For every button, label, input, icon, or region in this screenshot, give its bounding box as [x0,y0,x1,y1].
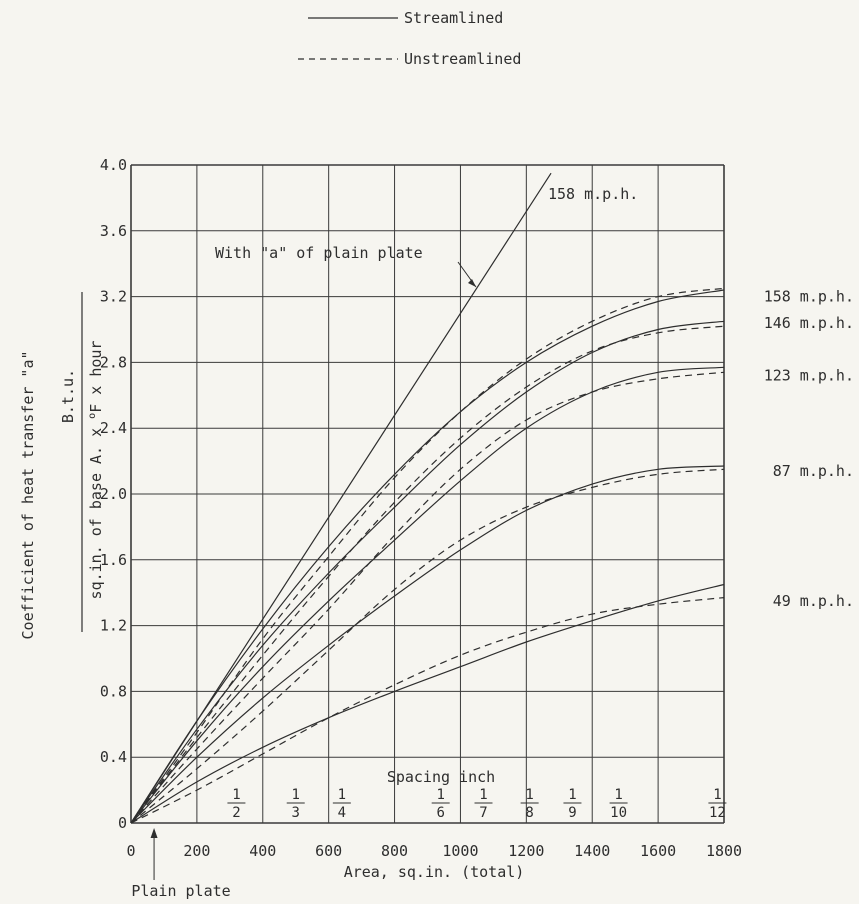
x-tick-label: 200 [183,842,210,860]
plain-plate-arrowhead [150,828,158,838]
spacing-title: Spacing inch [387,768,495,786]
y-axis-title-denominator: sq.in. of base A. x oF x hour [87,341,105,600]
series-line-158-m-p-h-dashed [130,287,725,824]
spacing-denominator: 6 [436,805,444,821]
spacing-mark: 12 [227,787,246,821]
y-tick-label: 1.2 [100,617,127,635]
y-tick-label: 2.8 [100,353,127,371]
plain-plate-annotation: Plain plate [131,882,230,900]
curve-label: 49 m.p.h. [773,592,854,610]
y-denom-degree: o [87,413,98,419]
series-line-158-m-p-h-solid [130,289,725,824]
x-tick-label: 1000 [442,842,478,860]
spacing-denominator: 7 [479,805,487,821]
spacing-mark: 19 [563,787,582,821]
series-lines [130,287,725,824]
callout-arrowhead [468,279,476,287]
y-tick-label: 0.4 [100,748,127,766]
spacing-denominator: 3 [292,805,300,821]
x-axis-title: Area, sq.in. (total) [344,863,525,881]
spacing-mark: 14 [332,787,351,821]
spacing-denominator: 10 [610,805,627,821]
curve-label: 87 m.p.h. [773,462,854,480]
spacing-denominator: 4 [338,805,346,821]
curve-label: 158 m.p.h. [764,288,854,306]
spacing-mark: 16 [431,787,450,821]
x-tick-label: 400 [249,842,276,860]
spacing-numerator: 1 [525,787,533,803]
y-tick-label: 4.0 [100,156,127,174]
series-line-146-m-p-h-dashed [130,325,725,824]
spacing-mark: 13 [286,787,305,821]
series-line-49-m-p-h-dashed [130,597,725,824]
x-tick-label: 0 [126,842,135,860]
y-tick-label: 3.2 [100,288,127,306]
plain-plate-group: 158 m.p.h. With "a" of plain plate Plain p… [130,172,638,900]
y-axis-title-top: Coefficient of heat transfer "a" [19,351,37,640]
series-line-123-m-p-h-solid [130,366,725,824]
spacing-mark: 17 [474,787,493,821]
spacing-numerator: 1 [436,787,444,803]
y-tick-label: 0.8 [100,682,127,700]
spacing-mark: 110 [609,787,628,821]
spacing-mark: 18 [520,787,539,821]
y-tick-labels: 0 0.4 0.8 1.2 1.6 2.0 2.4 2.8 3.2 3.6 4.0 [100,156,127,832]
series-line-87-m-p-h-dashed [130,468,725,824]
spacing-denominator: 2 [232,805,240,821]
x-tick-label: 1200 [508,842,544,860]
spacing-mark: 112 [708,787,727,821]
x-tick-labels: 0 200 400 600 800 1000 1200 1400 1600 1800 [126,842,742,860]
legend-label-unstreamlined: Unstreamlined [404,50,521,68]
y-tick-label: 3.6 [100,222,127,240]
plain-plate-line [130,172,552,824]
spacing-numerator: 1 [568,787,576,803]
y-axis-title-numerator: B.t.u. [59,369,77,423]
x-tick-label: 1600 [640,842,676,860]
legend: Streamlined Unstreamlined [298,9,521,68]
x-tick-label: 1800 [706,842,742,860]
spacing-numerator: 1 [338,787,346,803]
spacing-numerator: 1 [614,787,622,803]
x-tick-label: 1400 [574,842,610,860]
spacing-numerator: 1 [232,787,240,803]
series-line-87-m-p-h-solid [130,465,725,824]
y-axis-title: Coefficient of heat transfer "a" B.t.u. … [19,292,105,639]
grid [130,164,725,824]
y-tick-label: 2.0 [100,485,127,503]
spacing-numerator: 1 [292,787,300,803]
curve-label: 123 m.p.h. [764,367,854,385]
spacing-numerator: 1 [713,787,721,803]
series-line-123-m-p-h-dashed [130,371,725,824]
spacing-numerator: 1 [479,787,487,803]
plain-plate-speed-label: 158 m.p.h. [548,185,638,203]
x-tick-label: 800 [381,842,408,860]
x-tick-label: 600 [315,842,342,860]
spacing-denominator: 9 [568,805,576,821]
y-denom-prefix: sq.in. of base A. x [87,419,105,600]
curve-label: 146 m.p.h. [764,314,854,332]
y-denom-suffix: F x hour [87,341,105,413]
curve-labels: 158 m.p.h. 146 m.p.h. 123 m.p.h. 87 m.p.h. 4… [764,288,854,610]
plain-plate-callout: With "a" of plain plate [215,244,423,262]
y-tick-label: 1.6 [100,551,127,569]
y-tick-label: 0 [118,814,127,832]
spacing-denominator: 8 [525,805,533,821]
y-tick-label: 2.4 [100,419,127,437]
series-line-49-m-p-h-solid [130,583,725,824]
spacing-denominator: 12 [709,805,726,821]
legend-label-streamlined: Streamlined [404,9,503,27]
